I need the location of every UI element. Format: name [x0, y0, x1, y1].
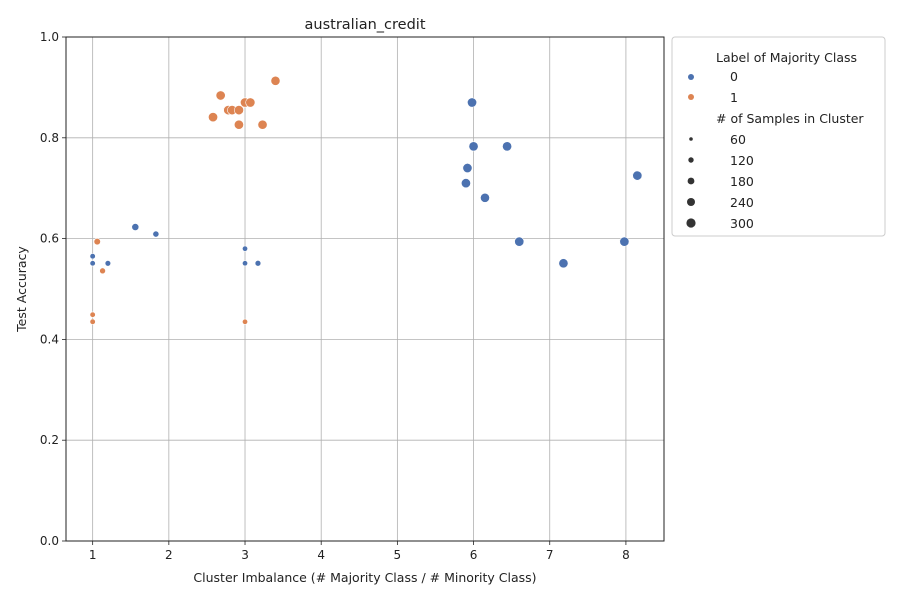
x-tick-label: 4	[317, 548, 325, 562]
legend-size-marker-180	[687, 177, 695, 185]
legend-size-entry-300: 300	[730, 216, 754, 231]
legend-hue-title: Label of Majority Class	[716, 50, 857, 65]
y-tick-label: 0.0	[40, 534, 59, 548]
legend-size-entry-240: 240	[730, 195, 754, 210]
data-point-label-1	[233, 119, 244, 130]
chart-title: australian_credit	[305, 17, 426, 33]
y-tick-label: 1.0	[40, 30, 59, 44]
axis-ticks: 1 2 3 4 5 6 7 8 0.0 0.2 0.4 0.6 0.8 1.0	[40, 30, 630, 562]
data-point-label-1	[93, 238, 101, 246]
data-point-label-0	[104, 260, 112, 267]
data-point-label-0	[254, 260, 262, 267]
y-tick-label: 0.2	[40, 433, 59, 447]
data-point-label-0	[468, 141, 479, 152]
legend-size-marker-120	[688, 157, 694, 163]
data-point-label-0	[89, 260, 96, 267]
legend-size-entry-180: 180	[730, 174, 754, 189]
legend-frame	[671, 36, 886, 237]
data-point-label-1	[270, 75, 281, 86]
data-point-label-0	[502, 141, 513, 152]
data-point-label-0	[462, 163, 473, 174]
data-point-label-0	[242, 245, 249, 252]
data-point-label-0	[152, 230, 160, 238]
y-tick-label: 0.6	[40, 232, 59, 246]
data-point-label-1	[257, 119, 268, 130]
y-tick-label: 0.8	[40, 131, 59, 145]
legend-size-marker-240	[687, 198, 695, 206]
legend-marker-0	[688, 74, 694, 80]
x-tick-label: 7	[546, 548, 554, 562]
data-point-label-0	[467, 97, 477, 108]
legend: Label of Majority Class 0 1 # of Samples…	[671, 36, 886, 237]
legend-size-marker-60	[689, 137, 693, 141]
data-point-label-1	[245, 97, 256, 108]
legend-size-entry-120: 120	[730, 153, 754, 168]
y-axis-label: Test Accuracy	[14, 246, 29, 333]
x-tick-label: 3	[241, 548, 249, 562]
data-point-label-0	[89, 253, 96, 260]
legend-size-title: # of Samples in Cluster	[716, 111, 864, 126]
x-tick-label: 6	[470, 548, 478, 562]
grid-lines	[66, 36, 664, 542]
data-point-label-1	[99, 267, 106, 275]
legend-size-entry-60: 60	[730, 132, 746, 147]
x-tick-label: 8	[622, 548, 630, 562]
legend-size-marker-300	[686, 218, 696, 228]
data-point-label-1	[89, 311, 96, 318]
data-point-label-0	[460, 178, 471, 189]
x-axis-label: Cluster Imbalance (# Majority Class / # …	[193, 570, 536, 585]
legend-hue-entry-1: 1	[730, 90, 738, 105]
data-point-label-1	[89, 318, 96, 325]
data-point-label-0	[619, 236, 630, 247]
data-point-label-0	[558, 258, 569, 269]
legend-marker-1	[688, 94, 694, 100]
data-point-label-0	[131, 223, 140, 231]
data-point-label-0	[632, 170, 643, 181]
data-point-label-1	[208, 112, 218, 123]
x-tick-label: 5	[394, 548, 402, 562]
legend-hue-entry-0: 0	[730, 69, 738, 84]
data-point-label-1	[215, 90, 226, 101]
y-tick-label: 0.4	[40, 332, 59, 346]
x-tick-label: 2	[165, 548, 173, 562]
data-point-label-1	[233, 105, 244, 116]
data-point-label-0	[242, 260, 249, 267]
plot-area-frame	[65, 36, 665, 542]
data-point-label-0	[514, 236, 525, 247]
data-point-label-0	[480, 192, 490, 203]
x-tick-label: 1	[89, 548, 97, 562]
data-points	[89, 75, 643, 325]
data-point-label-1	[242, 318, 249, 325]
